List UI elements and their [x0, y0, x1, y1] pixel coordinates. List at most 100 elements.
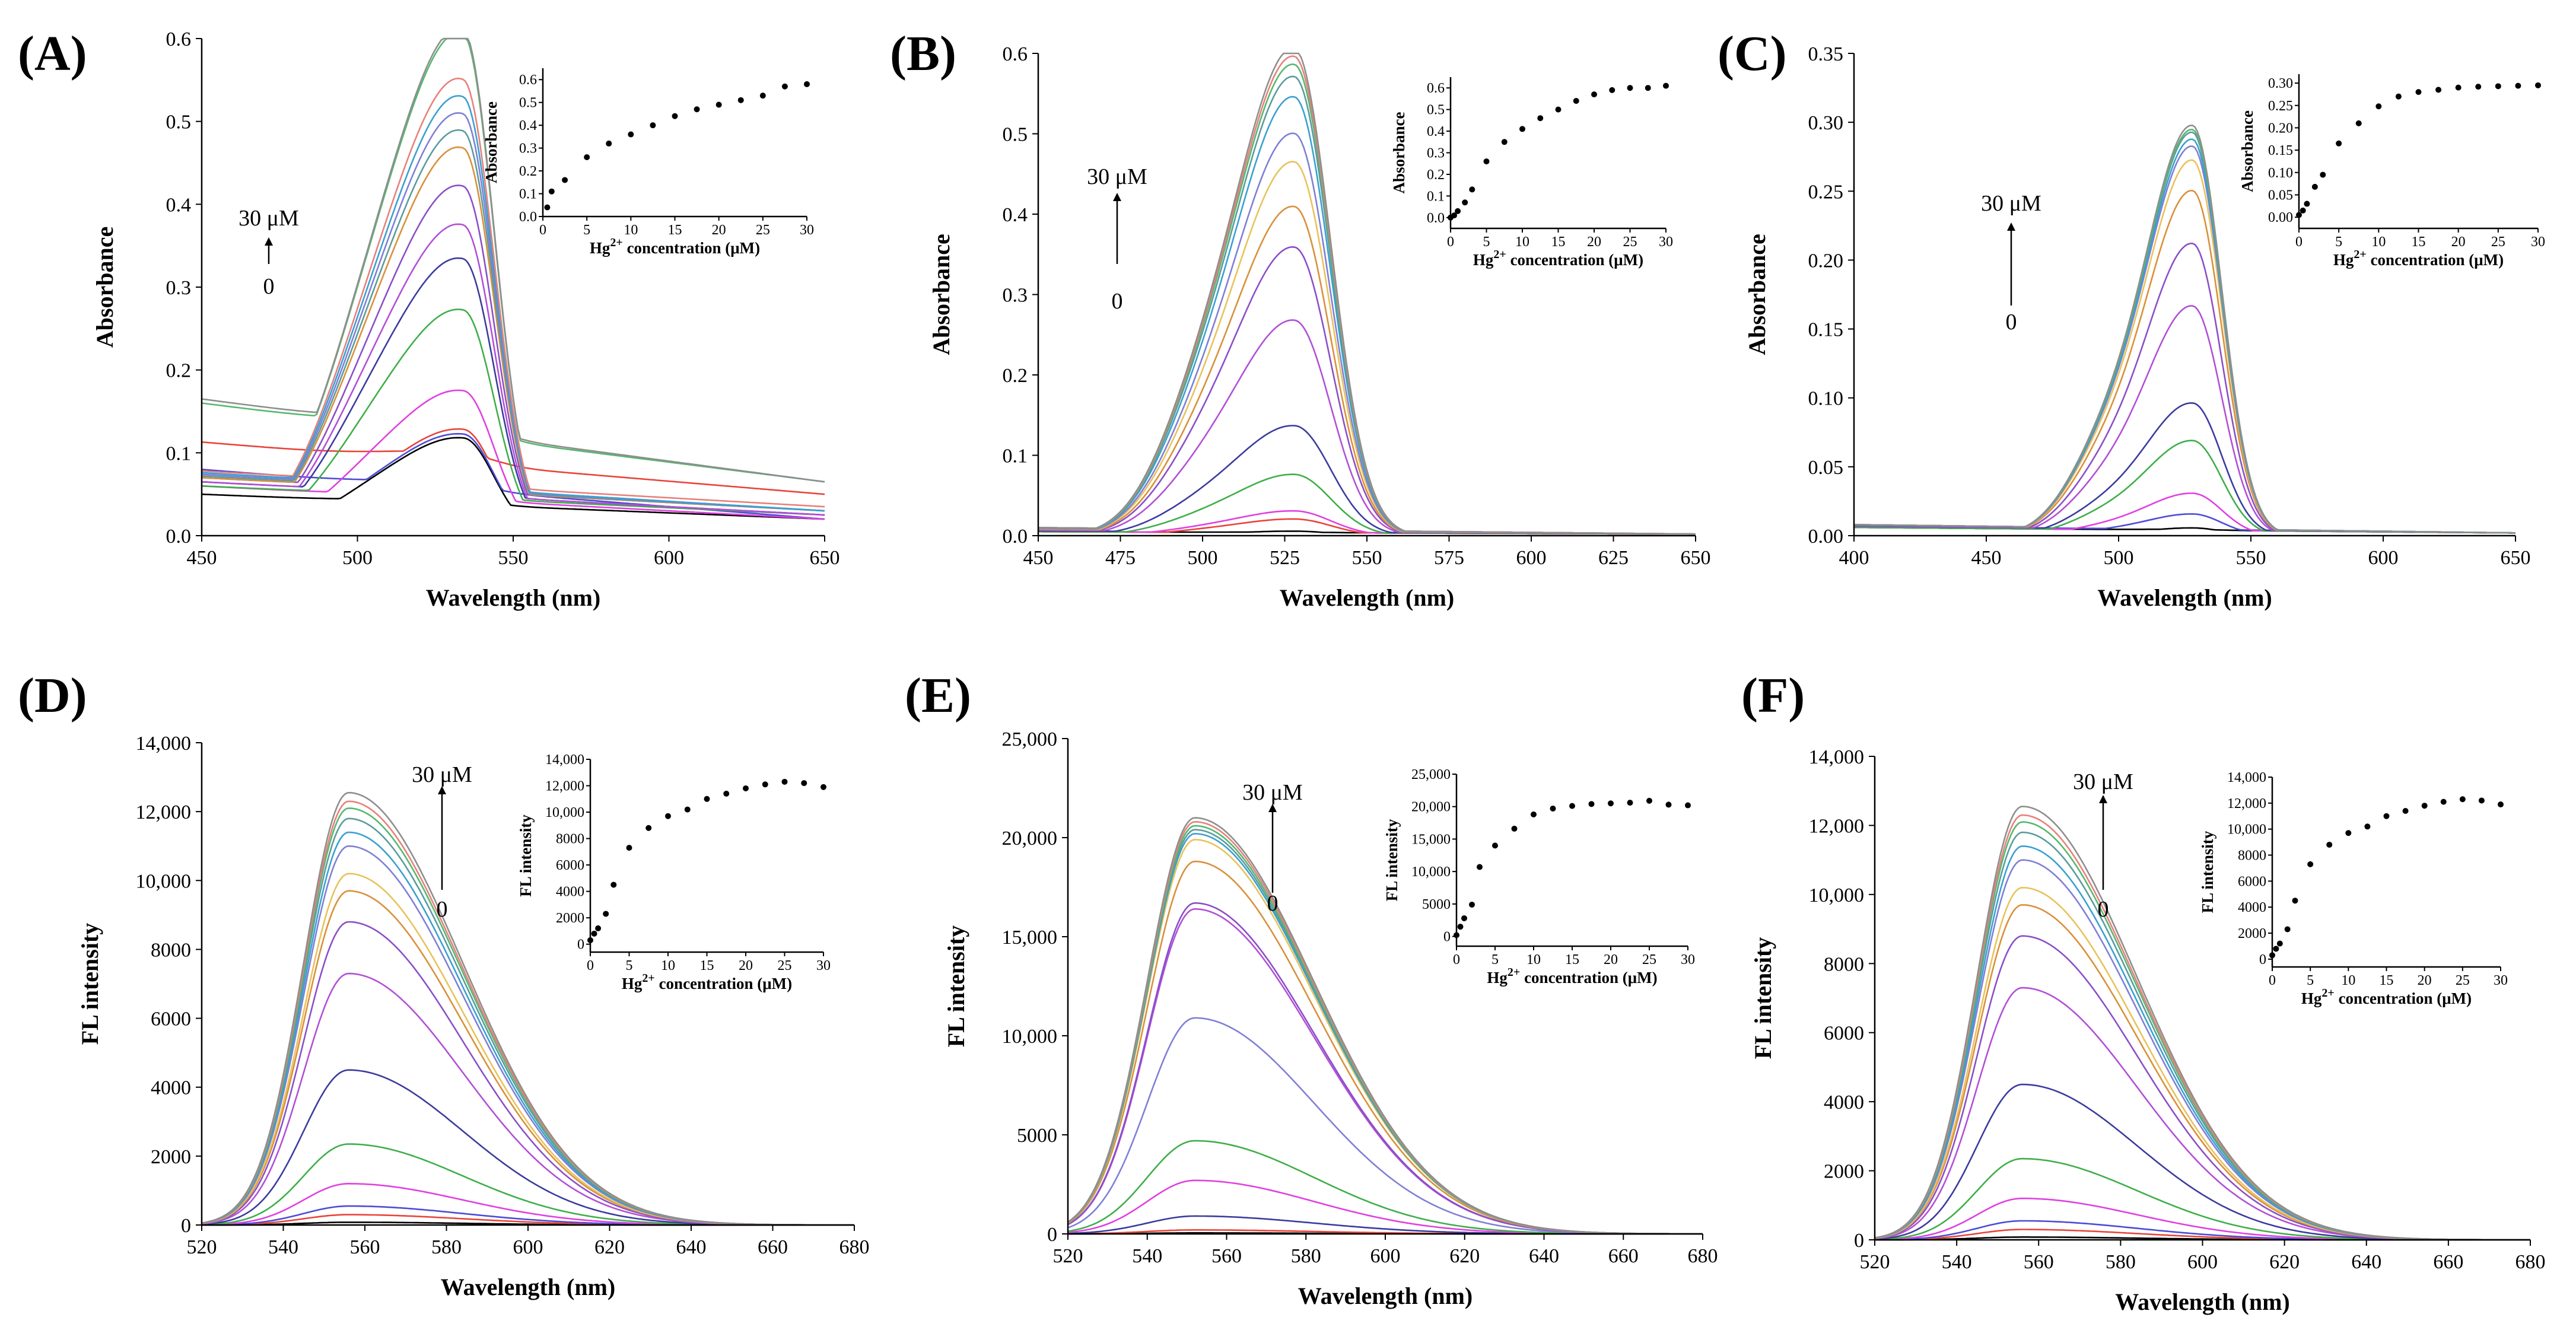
x-tick-label: 580 — [1291, 1245, 1321, 1267]
y-axis-title: FL intensity — [943, 925, 969, 1048]
inset-data-point — [684, 806, 691, 813]
inset-data-point — [715, 101, 722, 108]
inset-chart: 0 5 10 15 20 25 30 0 2000 4000 6000 8000 10,000 12,00… — [2199, 770, 2508, 1007]
inset-data-point — [2440, 798, 2447, 805]
inset-data-point — [1609, 87, 1615, 93]
inset-x-tick-label: 0 — [539, 222, 546, 238]
y-tick-label: 0.25 — [1808, 181, 1844, 203]
x-tick-label: 680 — [1688, 1245, 1718, 1267]
inset-data-point — [1455, 208, 1461, 214]
y-tick-label: 8000 — [1824, 953, 1864, 975]
arrow-up-icon — [438, 786, 446, 794]
x-tick-label: 600 — [1516, 547, 1547, 569]
y-tick-label: 0.10 — [1808, 388, 1844, 410]
x-tick-label: 580 — [2106, 1251, 2136, 1273]
x-tick-label: 600 — [513, 1236, 543, 1258]
y-tick-label: 6000 — [151, 1008, 191, 1030]
inset-x-tick-label: 5 — [2307, 973, 2314, 988]
inset-data-point — [1519, 126, 1525, 132]
inset-y-tick-label: 6000 — [556, 858, 584, 873]
y-tick-label: 0.1 — [166, 443, 192, 464]
inset-x-tick-label: 30 — [2531, 234, 2545, 250]
series-line-13 — [1038, 55, 1696, 535]
series-line-12 — [201, 77, 825, 508]
inset-y-axis-title: Absorbance — [482, 101, 500, 183]
spectra-series — [201, 37, 825, 520]
inset-data-point — [1685, 802, 1691, 809]
series-line-11 — [1038, 75, 1696, 535]
y-tick-label: 0.0 — [1003, 526, 1028, 548]
inset-data-point — [1646, 797, 1652, 804]
y-tick-label: 0.6 — [166, 28, 192, 50]
x-tick-label: 640 — [676, 1236, 707, 1258]
y-axis-title: FL intensity — [1750, 937, 1776, 1059]
x-axis-title: Wavelength (nm) — [1280, 584, 1454, 611]
inset-data-point — [1483, 158, 1490, 165]
series-line-11 — [1853, 131, 2516, 534]
series-line-6 — [1853, 242, 2516, 534]
inset-data-point — [2307, 861, 2314, 867]
inset-x-tick-label: 5 — [1491, 952, 1499, 968]
inset-data-point — [2304, 201, 2310, 207]
inset-data-point — [2383, 813, 2390, 819]
inset-y-tick-label: 0.4 — [519, 118, 537, 133]
inset-x-tick-label: 25 — [778, 958, 792, 973]
series-line-13 — [1853, 124, 2516, 534]
inset-x-tick-label: 25 — [1623, 234, 1637, 250]
x-tick-label: 680 — [839, 1236, 870, 1258]
x-tick-label: 600 — [654, 547, 684, 569]
inset-data-point — [1462, 199, 1468, 206]
annotation-30uM: 30 μM — [2073, 769, 2133, 794]
x-tick-label: 540 — [1942, 1251, 1972, 1273]
series-line-9 — [1853, 145, 2516, 534]
inset-y-tick-label: 15,000 — [1411, 832, 1451, 847]
inset-data-point — [2284, 926, 2291, 933]
inset-data-point — [1457, 924, 1464, 930]
y-tick-label: 2000 — [1824, 1161, 1864, 1183]
inset-data-point — [645, 825, 652, 831]
inset-data-point — [2415, 89, 2422, 96]
series-line-5 — [1853, 305, 2516, 534]
inset-data-point — [2515, 82, 2521, 89]
inset-y-tick-label: 12,000 — [545, 779, 584, 794]
inset-data-point — [1451, 212, 1458, 219]
inset-chart: 0 5 10 15 20 25 30 0.0 0.1 0.2 0.3 0.4 0.5 0.6 Hg2+ co… — [482, 68, 814, 257]
y-tick-label: 0.6 — [1003, 43, 1028, 65]
series-line-10 — [1853, 138, 2516, 534]
annotation-30uM: 30 μM — [1981, 191, 2041, 216]
inset-x-tick-label: 0 — [1453, 952, 1460, 968]
y-tick-label: 6000 — [1824, 1023, 1864, 1045]
inset-y-tick-label: 0.0 — [519, 209, 537, 225]
x-tick-label: 475 — [1105, 547, 1136, 569]
x-tick-label: 680 — [2515, 1251, 2546, 1273]
inset-data-point — [804, 81, 810, 87]
spectra-series — [1067, 817, 1703, 1235]
y-tick-label: 2000 — [151, 1146, 191, 1168]
x-tick-label: 600 — [2368, 547, 2399, 569]
inset-y-tick-label: 0.4 — [1427, 124, 1445, 139]
x-tick-label: 500 — [342, 547, 373, 569]
inset-y-tick-label: 0.30 — [2268, 76, 2293, 91]
inset-y-tick-label: 0.15 — [2268, 143, 2293, 158]
y-tick-label: 0 — [1047, 1224, 1057, 1246]
inset-x-tick-label: 30 — [816, 958, 831, 973]
inset-y-tick-label: 0.0 — [1427, 211, 1445, 226]
series-line-10 — [201, 845, 854, 1226]
inset-y-tick-label: 0.6 — [519, 72, 537, 88]
inset-y-tick-label: 0.5 — [1427, 103, 1445, 118]
inset-y-tick-label: 4000 — [556, 884, 584, 900]
inset-data-point — [1492, 842, 1498, 849]
arrow-up-icon — [265, 237, 273, 246]
inset-x-tick-label: 10 — [1526, 952, 1541, 968]
series-line-5 — [1067, 1017, 1703, 1235]
annotation-30uM: 30 μM — [412, 762, 472, 787]
panel-label: (C) — [1718, 26, 1787, 81]
y-tick-label: 0.35 — [1808, 43, 1844, 65]
y-tick-label: 0.3 — [166, 277, 192, 299]
inset-y-tick-label: 0 — [577, 937, 584, 953]
annotation-30uM: 30 μM — [1242, 780, 1303, 805]
series-line-8 — [201, 146, 825, 512]
x-tick-label: 560 — [2024, 1251, 2054, 1273]
inset-x-tick-label: 20 — [1587, 234, 1601, 250]
arrow-up-icon — [1268, 804, 1277, 812]
